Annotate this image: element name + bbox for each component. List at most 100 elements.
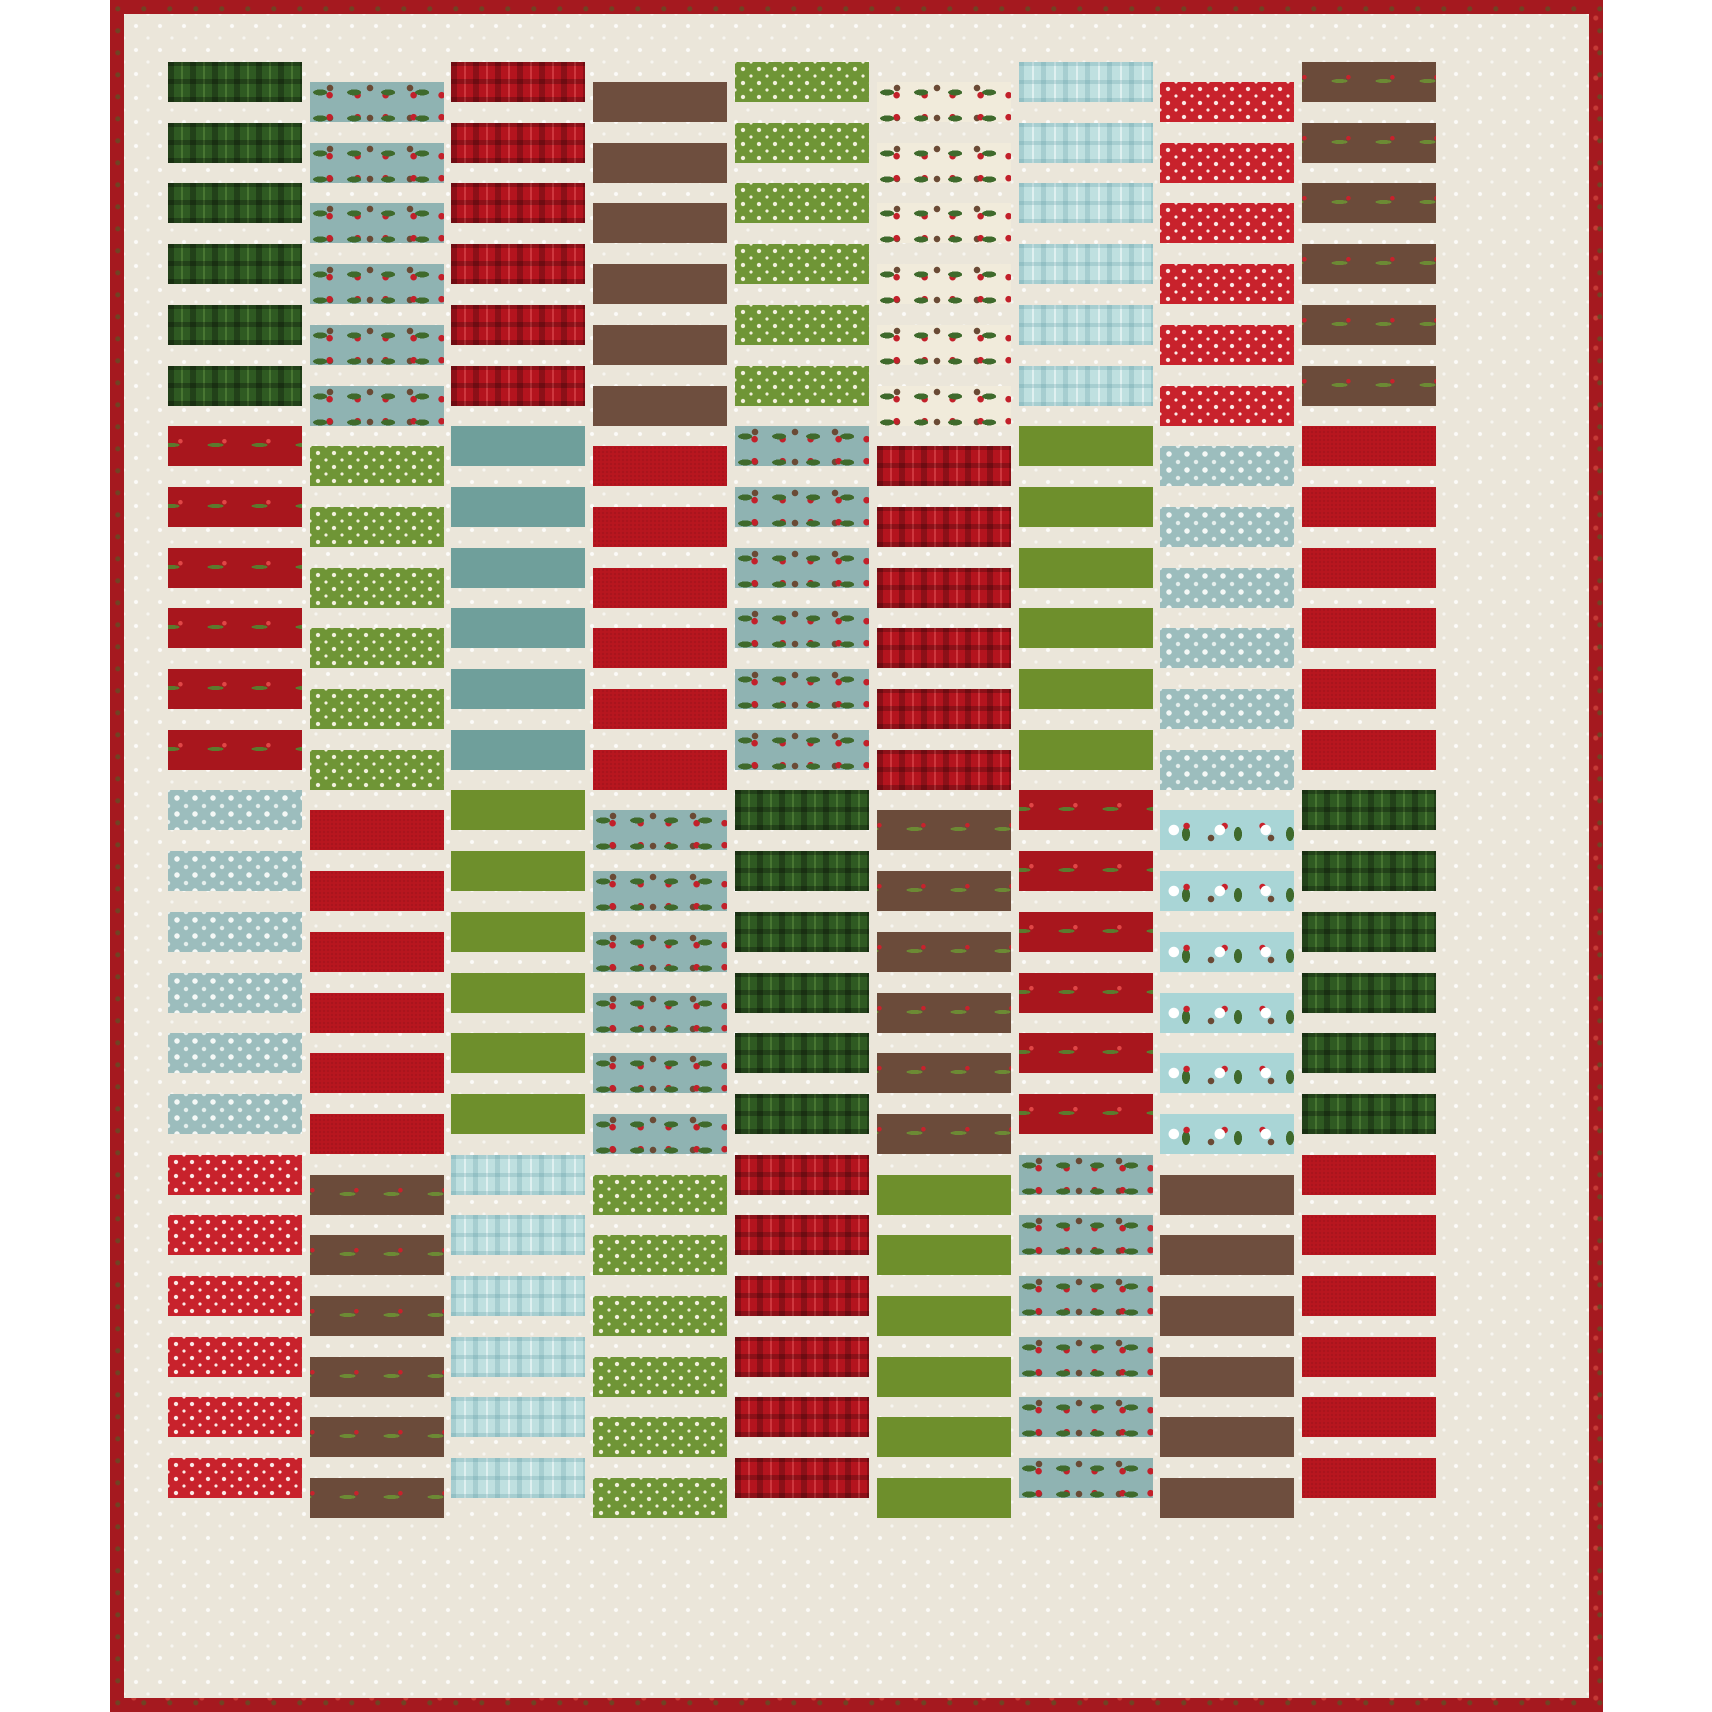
fabric-strip-red-plaid (451, 123, 585, 163)
quilt-column-2 (310, 14, 444, 1698)
fabric-strip-red-solid (310, 1053, 444, 1093)
fabric-strip-aqua-plaid (451, 1458, 585, 1498)
fabric-strip-blue-star (168, 973, 302, 1013)
fabric-strip-red-solid (593, 568, 727, 608)
fabric-strip-holly-blue (593, 993, 727, 1033)
fabric-strip-brown (1160, 1478, 1294, 1518)
fabric-strip-brown (593, 143, 727, 183)
fabric-strip-red-solid (1302, 1215, 1436, 1255)
fabric-strip-red-dot (168, 1155, 302, 1195)
fabric-strip-red-dot (168, 1215, 302, 1255)
fabric-strip-aqua-plaid (1019, 123, 1153, 163)
fabric-strip-red-solid (310, 871, 444, 911)
fabric-strip-red-plaid (735, 1397, 869, 1437)
fabric-strip-brown-sprig (310, 1296, 444, 1336)
fabric-strip-brown-sprig (1302, 366, 1436, 406)
fabric-strip-red-solid (593, 750, 727, 790)
fabric-strip-brown (593, 82, 727, 122)
fabric-strip-red-plaid (877, 628, 1011, 668)
quilt-border (110, 0, 1603, 1712)
fabric-strip-red-solid (1302, 1458, 1436, 1498)
fabric-strip-brown (1160, 1357, 1294, 1397)
fabric-strip-aqua-plaid (1019, 62, 1153, 102)
fabric-strip-brown-sprig (877, 1114, 1011, 1154)
fabric-strip-aqua-plaid (451, 1155, 585, 1195)
fabric-strip-scene (1160, 932, 1294, 972)
fabric-strip-green-plaid (168, 366, 302, 406)
fabric-strip-teal-solid (451, 669, 585, 709)
fabric-strip-green-solid (1019, 730, 1153, 770)
fabric-strip-brown-sprig (877, 993, 1011, 1033)
fabric-strip-red-dot (1160, 82, 1294, 122)
fabric-strip-red-plaid (451, 244, 585, 284)
fabric-strip-brown (593, 264, 727, 304)
fabric-strip-green-plaid (735, 1033, 869, 1073)
fabric-strip-green-solid (451, 851, 585, 891)
fabric-strip-red-plaid (877, 750, 1011, 790)
fabric-strip-holly-blue (1019, 1337, 1153, 1377)
fabric-strip-red-solid (1302, 487, 1436, 527)
fabric-strip-red-plaid (735, 1458, 869, 1498)
fabric-strip-holly-blue (593, 810, 727, 850)
fabric-strip-red-sprig (1019, 1033, 1153, 1073)
fabric-strip-red-solid (1302, 1397, 1436, 1437)
fabric-strip-green-solid (1019, 487, 1153, 527)
fabric-strip-green-dot (593, 1296, 727, 1336)
fabric-strip-green-solid (1019, 426, 1153, 466)
fabric-strip-red-sprig (1019, 790, 1153, 830)
fabric-strip-green-plaid (735, 912, 869, 952)
fabric-strip-green-plaid (168, 183, 302, 223)
fabric-strip-green-solid (1019, 608, 1153, 648)
fabric-strip-red-dot (1160, 325, 1294, 365)
fabric-strip-green-dot (593, 1417, 727, 1457)
fabric-strip-green-plaid (168, 244, 302, 284)
fabric-strip-brown (1160, 1417, 1294, 1457)
fabric-strip-holly-cream (877, 203, 1011, 243)
fabric-strip-brown-sprig (877, 932, 1011, 972)
fabric-strip-brown-sprig (310, 1357, 444, 1397)
fabric-strip-aqua-plaid (451, 1276, 585, 1316)
fabric-strip-red-solid (1302, 1155, 1436, 1195)
fabric-strip-red-sprig (1019, 912, 1153, 952)
fabric-strip-holly-blue (593, 932, 727, 972)
fabric-strip-aqua-plaid (451, 1397, 585, 1437)
fabric-strip-aqua-plaid (1019, 305, 1153, 345)
fabric-strip-red-solid (593, 689, 727, 729)
fabric-strip-holly-blue (1019, 1397, 1153, 1437)
fabric-strip-holly-blue (593, 871, 727, 911)
fabric-strip-green-solid (451, 1033, 585, 1073)
fabric-strip-red-solid (310, 932, 444, 972)
fabric-strip-blue-star (168, 851, 302, 891)
fabric-strip-brown (1160, 1296, 1294, 1336)
fabric-strip-brown-sprig (1302, 123, 1436, 163)
fabric-strip-green-plaid (735, 1094, 869, 1134)
fabric-strip-red-solid (593, 628, 727, 668)
fabric-strip-red-solid (310, 993, 444, 1033)
fabric-strip-holly-cream (877, 143, 1011, 183)
fabric-strip-holly-blue (735, 730, 869, 770)
fabric-strip-holly-blue (310, 143, 444, 183)
fabric-strip-blue-star (168, 1033, 302, 1073)
fabric-strip-red-sprig (1019, 851, 1153, 891)
fabric-strip-red-solid (310, 1114, 444, 1154)
fabric-strip-brown-sprig (1302, 62, 1436, 102)
fabric-strip-brown-sprig (1302, 183, 1436, 223)
fabric-strip-green-plaid (1302, 973, 1436, 1013)
quilt-column-7 (1019, 14, 1153, 1698)
fabric-strip-red-sprig (168, 730, 302, 770)
fabric-strip-red-sprig (168, 608, 302, 648)
fabric-strip-green-dot (593, 1478, 727, 1518)
fabric-strip-blue-star (1160, 689, 1294, 729)
fabric-strip-green-solid (451, 973, 585, 1013)
fabric-strip-green-solid (1019, 548, 1153, 588)
fabric-strip-teal-solid (451, 487, 585, 527)
fabric-strip-red-solid (593, 446, 727, 486)
fabric-strip-blue-star (1160, 507, 1294, 547)
fabric-strip-teal-solid (451, 426, 585, 466)
fabric-strip-brown-sprig (1302, 305, 1436, 345)
fabric-strip-blue-star (1160, 750, 1294, 790)
quilt-column-6 (877, 14, 1011, 1698)
fabric-strip-brown-sprig (310, 1417, 444, 1457)
fabric-strip-red-solid (310, 810, 444, 850)
fabric-strip-holly-blue (735, 426, 869, 466)
